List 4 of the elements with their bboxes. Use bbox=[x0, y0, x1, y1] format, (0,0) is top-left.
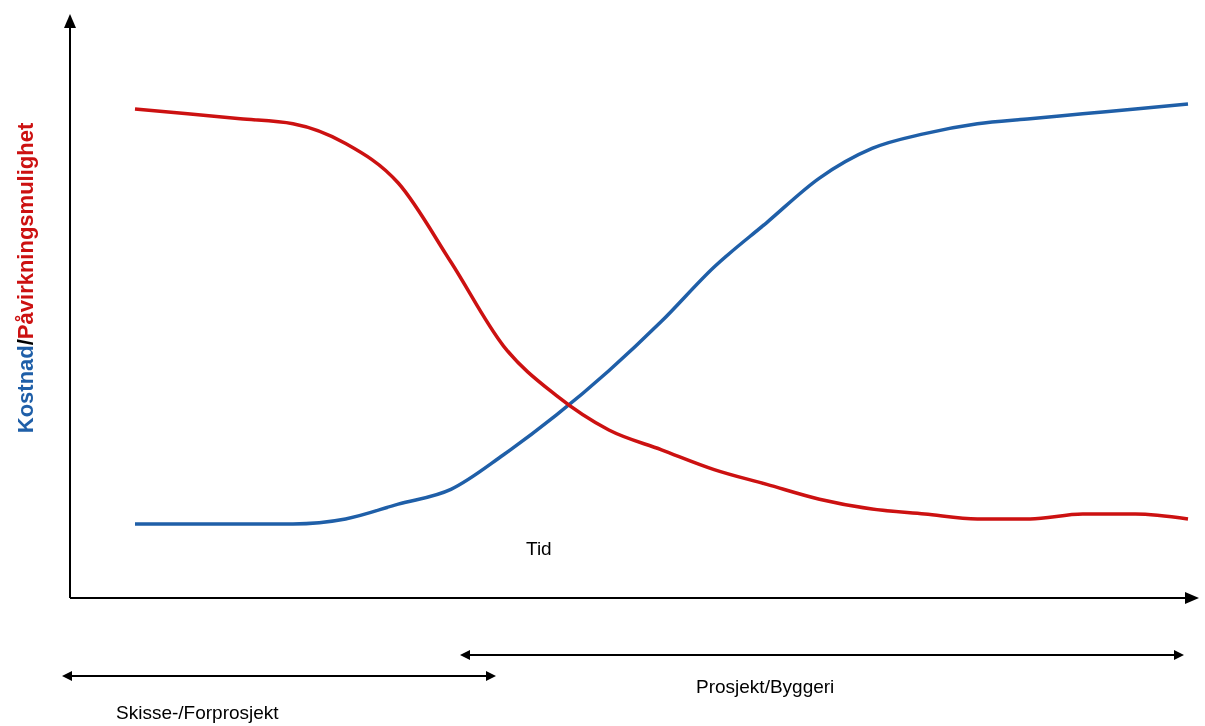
text: Prosjekt/Byggeri bbox=[696, 676, 835, 698]
text: Skisse-/Forprosjekt bbox=[116, 702, 279, 724]
y-axis-title: Kostnad/Påvirkningsmulighet bbox=[13, 122, 38, 434]
annotation: Tid bbox=[526, 538, 552, 560]
